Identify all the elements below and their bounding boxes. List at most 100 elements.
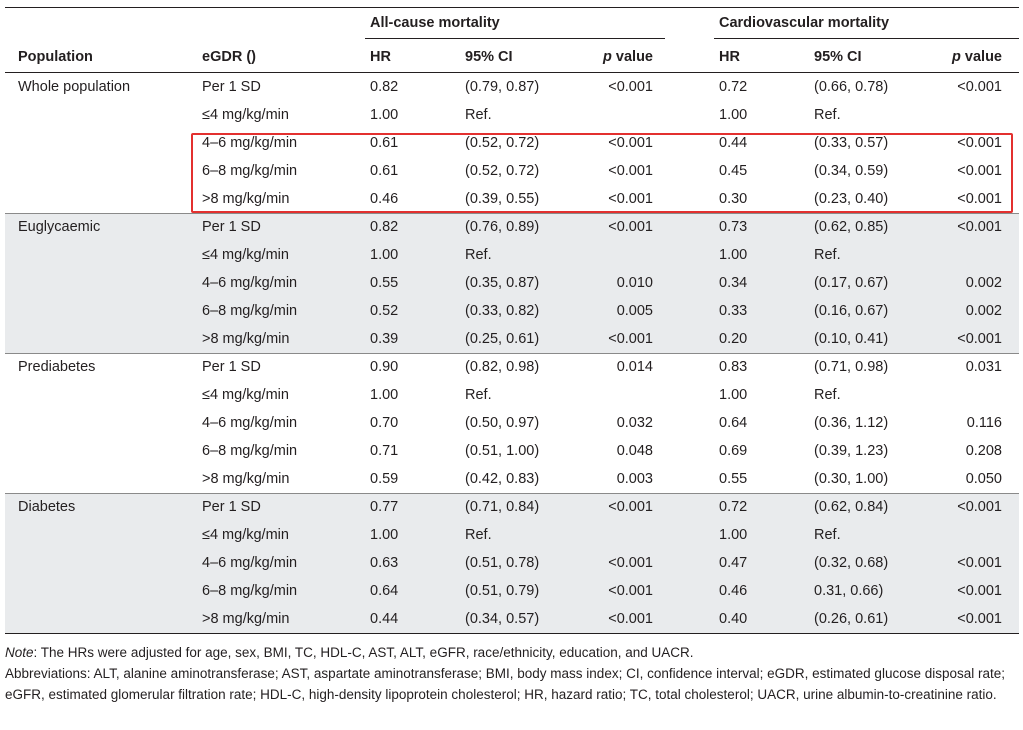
hr-cardio-cell: 1.00 — [719, 387, 748, 403]
egdr-cell: 6–8 mg/kg/min — [202, 303, 298, 319]
hr-all-cause-cell: 0.46 — [370, 191, 399, 207]
hr-cardio-cell: 0.40 — [719, 611, 748, 627]
hr-cardio-cell: 1.00 — [719, 247, 748, 263]
ci-cardio-cell: (0.62, 0.85) — [814, 219, 889, 235]
ci-all-cause-cell: (0.51, 0.79) — [465, 583, 540, 599]
ci-cardio-cell: (0.32, 0.68) — [814, 555, 889, 571]
table-row: >8 mg/kg/min 0.39 (0.25, 0.61) <0.001 0.20 (0… — [5, 325, 1019, 353]
ci-all-cause-cell: (0.35, 0.87) — [465, 275, 540, 291]
p-cardio-cell: <0.001 — [957, 611, 1002, 627]
col-header-population: Population — [18, 49, 93, 65]
egdr-cell: Per 1 SD — [202, 79, 261, 95]
hr-cardio-cell: 1.00 — [719, 527, 748, 543]
p-cardio-cell: <0.001 — [957, 555, 1002, 571]
hr-cardio-cell: 0.64 — [719, 415, 748, 431]
egdr-cell: ≤4 mg/kg/min — [202, 527, 289, 543]
table-row: ≤4 mg/kg/min 1.00 Ref. 1.00 Ref. — [5, 101, 1019, 129]
table-row: 4–6 mg/kg/min 0.70 (0.50, 0.97) 0.032 0.64 (0… — [5, 409, 1019, 437]
hr-cardio-cell: 0.73 — [719, 219, 748, 235]
ci-cardio-cell: (0.30, 1.00) — [814, 471, 889, 487]
egdr-cell: >8 mg/kg/min — [202, 471, 290, 487]
hr-cardio-cell: 0.20 — [719, 331, 748, 347]
p-all-cause-cell: <0.001 — [608, 555, 653, 571]
ci-all-cause-cell: (0.76, 0.89) — [465, 219, 540, 235]
ci-all-cause-cell: Ref. — [465, 527, 492, 543]
p-all-cause-cell: <0.001 — [608, 79, 653, 95]
p-all-cause-cell — [565, 101, 653, 129]
all-cause-subrule — [365, 38, 665, 39]
hr-all-cause-cell: 0.90 — [370, 359, 399, 375]
group-divider — [5, 353, 1019, 354]
hr-all-cause-cell: 0.59 — [370, 471, 399, 487]
egdr-cell: 4–6 mg/kg/min — [202, 415, 298, 431]
table-row: >8 mg/kg/min 0.46 (0.39, 0.55) <0.001 0.30 (0… — [5, 185, 1019, 213]
ci-cardio-cell: 0.31, 0.66) — [814, 583, 884, 599]
hr-cardio-cell: 0.72 — [719, 79, 748, 95]
table-row: 6–8 mg/kg/min 0.52 (0.33, 0.82) 0.005 0.33 (0… — [5, 297, 1019, 325]
table-row: >8 mg/kg/min 0.44 (0.34, 0.57) <0.001 0.40 (0… — [5, 605, 1019, 633]
hr-cardio-cell: 0.83 — [719, 359, 748, 375]
hr-cardio-cell: 0.44 — [719, 135, 748, 151]
ci-all-cause-cell: (0.51, 1.00) — [465, 443, 540, 459]
ci-all-cause-cell: (0.42, 0.83) — [465, 471, 540, 487]
p-cardio-cell: 0.002 — [965, 303, 1002, 319]
hr-cardio-cell: 1.00 — [719, 107, 748, 123]
hr-all-cause-cell: 0.64 — [370, 583, 399, 599]
ci-cardio-cell: (0.36, 1.12) — [814, 415, 889, 431]
hr-all-cause-cell: 1.00 — [370, 387, 399, 403]
ci-cardio-cell: (0.71, 0.98) — [814, 359, 889, 375]
abbreviations-text: Abbreviations: ALT, alanine aminotransfe… — [5, 666, 1006, 702]
group-header-cardiovascular: Cardiovascular mortality — [719, 15, 890, 31]
hr-all-cause-cell: 0.39 — [370, 331, 399, 347]
table-row: ≤4 mg/kg/min 1.00 Ref. 1.00 Ref. — [5, 521, 1019, 549]
p-all-cause-cell: 0.032 — [616, 415, 653, 431]
table-row: Diabetes Per 1 SD 0.77 (0.71, 0.84) <0.001 0.… — [5, 493, 1019, 521]
p-all-cause-cell: 0.048 — [616, 443, 653, 459]
egdr-cell: Per 1 SD — [202, 359, 261, 375]
ci-cardio-cell: Ref. — [814, 107, 841, 123]
ci-all-cause-cell: (0.82, 0.98) — [465, 359, 540, 375]
col-header-hr-all-cause: HR — [370, 49, 391, 65]
ci-all-cause-cell: Ref. — [465, 247, 492, 263]
group-shading — [5, 213, 1019, 353]
p-all-cause-cell: <0.001 — [608, 135, 653, 151]
hr-all-cause-cell: 1.00 — [370, 527, 399, 543]
hr-cardio-cell: 0.33 — [719, 303, 748, 319]
population-cell: Euglycaemic — [18, 219, 101, 235]
ci-cardio-cell: (0.66, 0.78) — [814, 79, 889, 95]
ci-cardio-cell: (0.23, 0.40) — [814, 191, 889, 207]
p-cardio-cell: 0.050 — [965, 471, 1002, 487]
population-cell: Prediabetes — [18, 359, 96, 375]
p-cardio-cell: <0.001 — [957, 191, 1002, 207]
table-row: Euglycaemic Per 1 SD 0.82 (0.76, 0.89) <0.00… — [5, 213, 1019, 241]
p-all-cause-cell — [565, 381, 653, 409]
hr-all-cause-cell: 0.63 — [370, 555, 399, 571]
p-all-cause-cell: <0.001 — [608, 163, 653, 179]
hr-all-cause-cell: 1.00 — [370, 107, 399, 123]
p-cardio-cell — [910, 381, 1002, 409]
col-header-egdr: eGDR () — [202, 49, 256, 65]
col-header-hr-cardio: HR — [719, 49, 740, 65]
egdr-cell: 4–6 mg/kg/min — [202, 555, 298, 571]
p-all-cause-cell: <0.001 — [608, 611, 653, 627]
table-row: Whole population Per 1 SD 0.82 (0.79, 0.87)… — [5, 73, 1019, 101]
p-cardio-cell: <0.001 — [957, 163, 1002, 179]
p-cardio-cell: 0.002 — [965, 275, 1002, 291]
hr-cardio-cell: 0.55 — [719, 471, 748, 487]
ci-all-cause-cell: (0.50, 0.97) — [465, 415, 540, 431]
egdr-cell: >8 mg/kg/min — [202, 191, 290, 207]
table-row: ≤4 mg/kg/min 1.00 Ref. 1.00 Ref. — [5, 381, 1019, 409]
p-all-cause-cell: 0.010 — [616, 275, 653, 291]
col-header-ci-cardio: 95% CI — [814, 49, 862, 65]
egdr-cell: 6–8 mg/kg/min — [202, 443, 298, 459]
ci-cardio-cell: Ref. — [814, 387, 841, 403]
p-cardio-cell: <0.001 — [957, 499, 1002, 515]
ci-cardio-cell: (0.39, 1.23) — [814, 443, 889, 459]
hr-all-cause-cell: 0.70 — [370, 415, 399, 431]
ci-all-cause-cell: Ref. — [465, 107, 492, 123]
p-cardio-cell: <0.001 — [957, 135, 1002, 151]
egdr-cell: 6–8 mg/kg/min — [202, 583, 298, 599]
group-header-all-cause: All-cause mortality — [370, 15, 500, 31]
p-all-cause-cell: <0.001 — [608, 219, 653, 235]
p-all-cause-cell: 0.014 — [616, 359, 653, 375]
